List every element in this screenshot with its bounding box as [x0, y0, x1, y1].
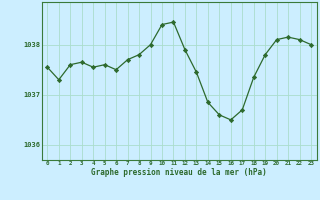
X-axis label: Graphe pression niveau de la mer (hPa): Graphe pression niveau de la mer (hPa) [91, 168, 267, 177]
